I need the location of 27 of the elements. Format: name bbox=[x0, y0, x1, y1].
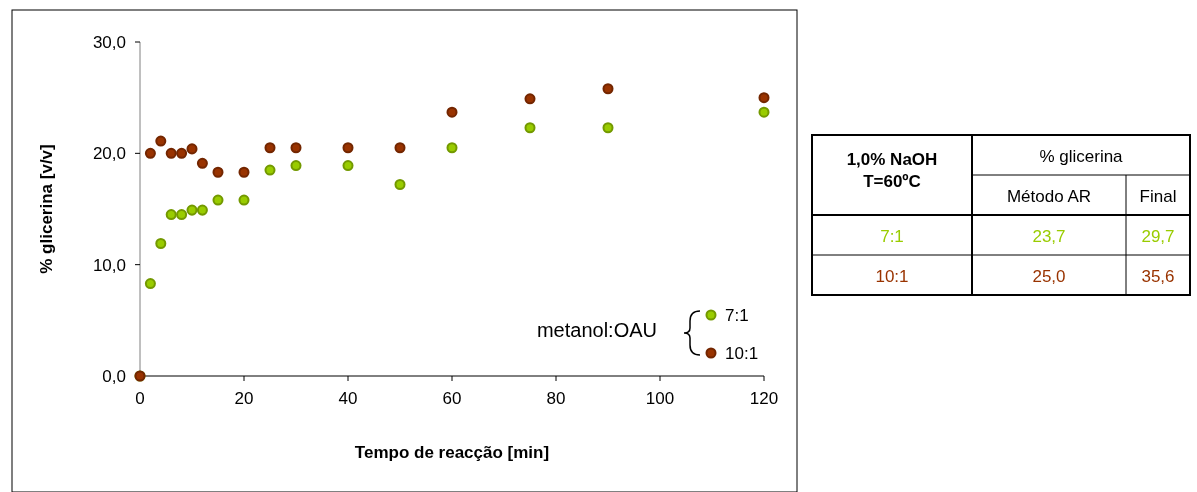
legend-title: metanol:OAU bbox=[536, 319, 657, 341]
data-label: 35,6 bbox=[1141, 267, 1175, 286]
category-label: Final bbox=[1139, 187, 1177, 206]
category-label: Método AR bbox=[1006, 187, 1092, 206]
legend-label: 7:1 bbox=[725, 305, 749, 325]
text: T=60ºC bbox=[863, 172, 921, 191]
legend-label: 7:1 bbox=[880, 227, 904, 246]
legend-label: 10:1 bbox=[875, 267, 909, 286]
text: 1,0% NaOH bbox=[846, 150, 938, 169]
data-label: 23,7 bbox=[1032, 227, 1066, 246]
x-axis-title: Tempo de reacção [min] bbox=[354, 443, 550, 462]
x-tick-label: 120 bbox=[749, 389, 779, 408]
x-tick-label: 60 bbox=[442, 389, 462, 408]
x-tick-label: 20 bbox=[234, 389, 254, 408]
data-label: 25,0 bbox=[1032, 267, 1066, 286]
y-tick-label: 0,0 bbox=[102, 366, 126, 386]
text: % glicerina bbox=[1039, 147, 1124, 166]
x-tick-label: 0 bbox=[135, 389, 145, 408]
legend-label: 10:1 bbox=[725, 343, 759, 363]
x-tick-label: 100 bbox=[645, 389, 675, 408]
y-tick-label: 10,0 bbox=[92, 255, 126, 275]
y-tick-label: 30,0 bbox=[92, 32, 126, 52]
y-axis-title: % glicerina [v/v] bbox=[37, 144, 56, 274]
y-tick-label: 20,0 bbox=[92, 144, 126, 164]
data-label: 29,7 bbox=[1141, 227, 1175, 246]
x-tick-label: 80 bbox=[546, 389, 566, 408]
x-tick-label: 40 bbox=[338, 389, 358, 408]
